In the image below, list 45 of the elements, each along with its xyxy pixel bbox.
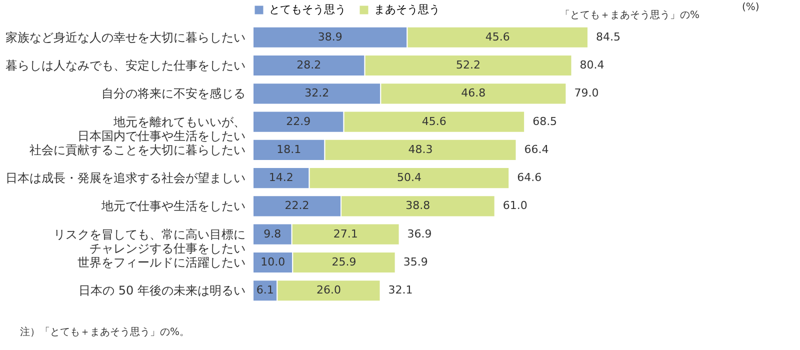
y-tick-label: 世界をフィールドに活躍したい xyxy=(78,255,246,270)
text: 注）「とても＋まあそう思う」の%。 xyxy=(20,326,190,339)
y-tick-label: 地元で仕事や生活をしたい xyxy=(100,199,246,214)
data-label: 52.2 xyxy=(456,58,481,72)
y-tick-label: 地元を離れてもいいが、日本国内で仕事や生活をしたい xyxy=(78,114,246,143)
y-tick-label: 家族など身近な人の幸せを大切に暮らしたい xyxy=(6,30,246,44)
data-label: 27.1 xyxy=(333,227,358,240)
data-label: 22.9 xyxy=(286,114,311,128)
data-label: 28.2 xyxy=(296,58,322,72)
y-tick-label: 自分の将来に不安を感じる xyxy=(102,86,246,101)
total-label: 80.4 xyxy=(580,58,604,72)
total-label: 64.6 xyxy=(517,171,542,184)
total-label: 36.9 xyxy=(407,227,432,240)
data-label: 6.1 xyxy=(256,284,274,297)
data-label: 46.8 xyxy=(461,86,486,100)
text: 「とても＋まあそう思う」の% xyxy=(560,8,700,22)
total-label: 35.9 xyxy=(403,255,428,268)
data-label: 45.6 xyxy=(422,114,446,128)
data-label: 26.0 xyxy=(316,284,341,297)
total-label: 32.1 xyxy=(388,284,413,297)
data-label: 9.8 xyxy=(264,227,282,240)
legend-label: まあそう思う xyxy=(374,3,440,16)
total-label: 84.5 xyxy=(596,30,620,44)
total-label: 68.5 xyxy=(532,114,558,128)
y-tick-label: 社会に貢献することを大切に暮らしたい xyxy=(30,142,246,157)
data-label: 45.6 xyxy=(485,30,510,44)
data-label: 18.1 xyxy=(276,142,302,156)
total-label: 79.0 xyxy=(574,86,599,100)
data-label: 32.2 xyxy=(304,86,330,100)
data-label: 25.9 xyxy=(332,255,356,268)
y-tick-label: 日本の 50 年後の未来は明るい xyxy=(78,284,246,298)
text: (%) xyxy=(742,2,760,13)
data-label: 38.9 xyxy=(318,30,342,44)
data-label: 38.8 xyxy=(406,199,430,212)
legend-label: とてもそう思う xyxy=(269,3,346,16)
y-tick-label: 日本は成長・発展を追求する社会が望ましい xyxy=(6,171,246,186)
y-tick-label: リスクを冒しても、常に高い目標にチャレンジする仕事をしたい xyxy=(54,227,246,256)
data-label: 22.2 xyxy=(284,199,310,212)
data-label: 48.3 xyxy=(408,142,433,156)
data-label: 10.0 xyxy=(260,255,286,268)
total-label: 61.0 xyxy=(502,199,528,212)
data-label: 50.4 xyxy=(396,171,422,184)
total-label: 66.4 xyxy=(524,142,549,156)
data-label: 14.2 xyxy=(268,171,294,184)
y-tick-label: 暮らしは人なみでも、安定した仕事をしたい xyxy=(6,58,246,73)
